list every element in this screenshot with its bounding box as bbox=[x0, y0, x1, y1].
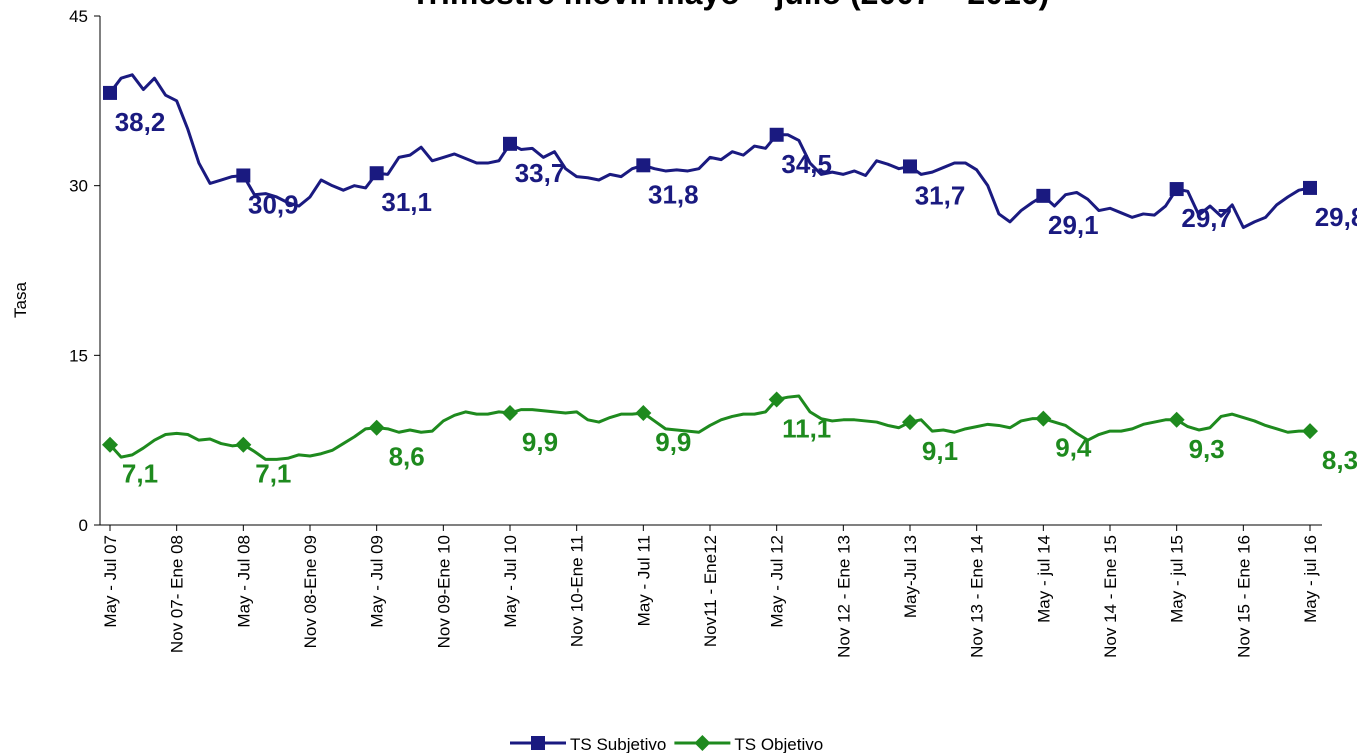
data-label: 8,6 bbox=[389, 442, 425, 472]
x-tick-label: May-Jul 13 bbox=[901, 535, 920, 618]
x-tick-label: Nov 13 - Ene 14 bbox=[968, 535, 987, 658]
marker bbox=[103, 85, 117, 100]
legend-label: TS Objetivo bbox=[734, 735, 823, 753]
y-tick-label: 45 bbox=[69, 7, 88, 26]
data-label: 7,1 bbox=[122, 459, 158, 489]
data-label: 9,4 bbox=[1055, 433, 1092, 463]
marker bbox=[694, 735, 711, 751]
marker bbox=[369, 166, 384, 181]
x-tick-label: May - jul 15 bbox=[1168, 535, 1187, 623]
data-label: 9,9 bbox=[655, 427, 691, 457]
y-tick-label: 30 bbox=[69, 177, 88, 196]
data-label: 38,2 bbox=[115, 107, 166, 137]
x-tick-label: Nov 08-Ene 09 bbox=[301, 535, 320, 648]
x-tick-label: May - Jul 07 bbox=[101, 535, 120, 628]
data-label: 33,7 bbox=[515, 158, 566, 188]
x-tick-label: Nov 12 - Ene 13 bbox=[834, 535, 853, 658]
marker bbox=[1036, 188, 1051, 203]
data-label: 8,3 bbox=[1322, 445, 1357, 475]
marker bbox=[1169, 182, 1184, 197]
data-label: 31,8 bbox=[648, 179, 699, 209]
x-tick-label: Nov 14 - Ene 15 bbox=[1101, 535, 1120, 658]
x-tick-label: May - Jul 08 bbox=[234, 535, 253, 628]
marker bbox=[768, 391, 785, 408]
marker bbox=[636, 158, 651, 173]
marker bbox=[235, 436, 252, 453]
data-label: 7,1 bbox=[255, 459, 291, 489]
data-label: 34,5 bbox=[781, 149, 832, 179]
series-line bbox=[108, 73, 1311, 230]
x-tick-label: Nov 10-Ene 11 bbox=[568, 535, 587, 647]
y-tick-label: 0 bbox=[79, 516, 88, 535]
marker bbox=[1302, 423, 1318, 440]
marker bbox=[769, 127, 784, 142]
marker bbox=[236, 168, 251, 183]
data-label: 29,1 bbox=[1048, 210, 1099, 240]
x-tick-label: May - Jul 11 bbox=[634, 535, 653, 626]
data-label: 29,7 bbox=[1181, 203, 1232, 233]
x-tick-label: Nov11 - Ene12 bbox=[701, 535, 720, 647]
legend-label: TS Subjetivo bbox=[570, 735, 666, 753]
data-label: 11,1 bbox=[782, 413, 831, 443]
y-axis-label: Tasa bbox=[11, 282, 30, 318]
marker bbox=[1168, 411, 1185, 428]
data-label: 29,8 bbox=[1315, 202, 1357, 232]
data-label: 31,1 bbox=[381, 187, 432, 217]
y-tick-label: 15 bbox=[69, 346, 88, 365]
chart-title: Trimestre móvil mayo – julio (2007 – 201… bbox=[411, 0, 1050, 11]
data-label: 9,9 bbox=[522, 427, 558, 457]
marker bbox=[368, 419, 385, 436]
data-label: 30,9 bbox=[248, 189, 299, 219]
x-tick-label: May - jul 14 bbox=[1034, 535, 1053, 623]
series-line bbox=[108, 394, 1310, 461]
data-label: 31,7 bbox=[915, 180, 966, 210]
marker bbox=[1303, 180, 1317, 195]
x-tick-label: May - Jul 12 bbox=[768, 535, 787, 628]
x-tick-label: Nov 09-Ene 10 bbox=[434, 535, 453, 648]
marker bbox=[531, 736, 545, 750]
marker bbox=[502, 405, 518, 422]
x-tick-label: Nov 07- Ene 08 bbox=[168, 535, 187, 653]
marker bbox=[1035, 410, 1052, 427]
x-tick-label: May - Jul 10 bbox=[501, 535, 520, 628]
data-label: 9,1 bbox=[922, 436, 958, 466]
x-tick-label: May - jul 16 bbox=[1301, 535, 1320, 623]
x-tick-label: May - Jul 09 bbox=[368, 535, 387, 628]
marker bbox=[503, 136, 517, 151]
marker bbox=[902, 414, 918, 431]
x-tick-label: Nov 15 - Ene 16 bbox=[1234, 535, 1253, 658]
marker bbox=[903, 159, 917, 174]
data-label: 9,3 bbox=[1189, 434, 1225, 464]
marker bbox=[635, 405, 652, 422]
marker bbox=[102, 436, 118, 453]
